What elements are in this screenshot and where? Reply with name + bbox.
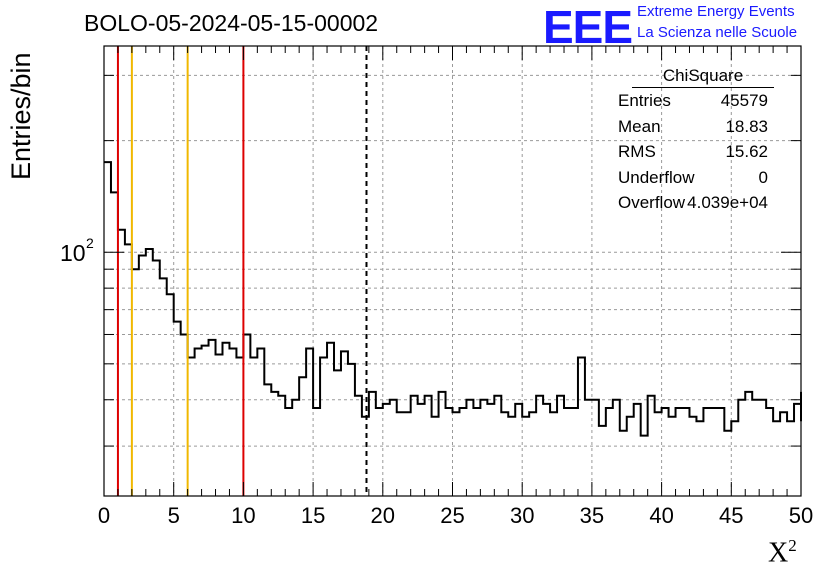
x-tick-label: 50 [789,503,813,528]
stat-value: 18.83 [725,116,768,136]
logo-line-1: Extreme Energy Events [637,3,795,20]
y-tick-label-exponent: 2 [86,235,94,251]
stat-key: Overflow [618,193,686,212]
stat-row-underflow: Underflow 0 [614,165,774,191]
x-tick-label: 30 [510,503,534,528]
y-axis-label: Entries/bin [6,52,36,180]
stat-key: Mean [618,116,661,136]
y-tick-label: 10 [60,240,86,266]
x-tick-label: 5 [168,503,180,528]
stat-row-entries: Entries 45579 [614,88,774,114]
logo-line-2: La Scienza nelle Scuole [637,24,798,41]
stats-title: ChiSquare [632,66,774,88]
x-tick-label: 35 [580,503,604,528]
stat-value: 45579 [720,91,768,110]
x-axis-label: X2 [768,536,797,569]
x-tick-label: 15 [301,503,325,528]
stat-key: Entries [618,91,671,110]
stat-row-rms: RMS 15.62 [614,139,774,165]
stat-key: Underflow [618,167,695,187]
stat-row-mean: Mean 18.83 [614,114,774,140]
histogram-series [104,161,802,437]
x-tick-label: 10 [231,503,255,528]
x-tick-label: 45 [719,503,743,528]
stats-box: ChiSquare Entries 45579 Mean 18.83 RMS 15.6… [614,66,774,216]
stat-value: 4.039e+04 [687,193,768,212]
plot-title: BOLO-05-2024-05-15-00002 [84,10,379,36]
x-tick-label: 25 [440,503,464,528]
stat-value: 0 [758,167,768,187]
x-axis-label-base: X [768,537,789,569]
x-axis-label-superscript: 2 [788,536,797,555]
x-tick-label: 20 [371,503,395,528]
eee-logo: EEE [543,1,633,53]
stat-value: 15.62 [725,142,768,161]
stat-row-overflow: Overflow 4.039e+04 [614,190,774,216]
x-tick-label: 0 [98,503,110,528]
x-tick-label: 40 [649,503,673,528]
stat-key: RMS [618,142,656,161]
